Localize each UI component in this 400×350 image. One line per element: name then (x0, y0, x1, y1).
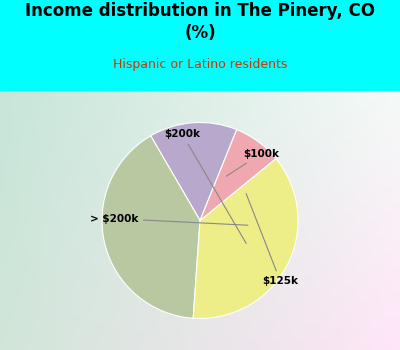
Text: Income distribution in The Pinery, CO
(%): Income distribution in The Pinery, CO (%… (25, 2, 375, 42)
Text: $100k: $100k (226, 149, 279, 176)
Wedge shape (102, 136, 200, 318)
Text: $200k: $200k (164, 129, 246, 243)
Wedge shape (151, 122, 237, 220)
Text: $125k: $125k (246, 194, 298, 286)
Text: > $200k: > $200k (90, 214, 248, 225)
Wedge shape (193, 159, 298, 318)
Wedge shape (200, 130, 276, 220)
Text: Hispanic or Latino residents: Hispanic or Latino residents (113, 58, 287, 71)
